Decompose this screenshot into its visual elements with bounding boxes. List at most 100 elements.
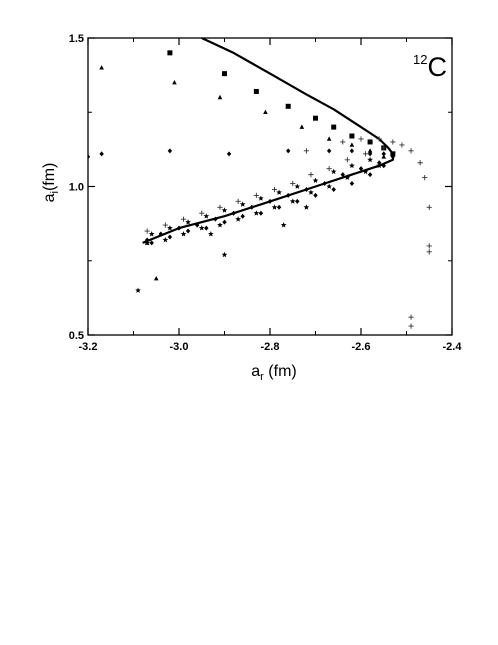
star-point: [180, 231, 187, 237]
star-point: [376, 162, 383, 169]
plus-point: [180, 216, 187, 222]
y-tick-label: 0.5: [69, 330, 84, 342]
diamond-point: [249, 204, 254, 210]
star-point: [312, 177, 319, 183]
x-tick-label: -3.2: [79, 341, 98, 353]
plus-point: [144, 228, 150, 234]
plus-point: [426, 204, 432, 210]
diamond-point: [176, 225, 182, 231]
diamond-point: [286, 192, 291, 198]
star-point: [330, 168, 337, 175]
points-layer: [88, 50, 432, 329]
y-tick-label: 1.0: [69, 182, 84, 194]
star-point: [239, 201, 246, 207]
diamond-point: [222, 219, 227, 225]
diamond-point: [99, 151, 104, 157]
triangle-point: [299, 124, 305, 129]
star-point: [303, 204, 310, 210]
diamond-point: [286, 148, 291, 154]
diamond-point: [367, 172, 373, 178]
plus-point: [199, 210, 205, 216]
diamond-point: [381, 151, 386, 157]
plus-point: [399, 142, 405, 148]
plus-point: [426, 249, 432, 255]
triangle-point: [217, 94, 223, 100]
star-point: [144, 239, 150, 246]
diamond-point: [340, 172, 345, 178]
x-tick-label: -2.6: [352, 341, 371, 353]
plus-point: [417, 160, 423, 166]
diamond-point: [226, 151, 232, 157]
plus-point: [271, 186, 278, 193]
star-point: [198, 225, 205, 231]
square-point: [167, 50, 173, 56]
square-point: [253, 88, 259, 94]
diamond-point: [326, 148, 332, 154]
star-point: [208, 231, 214, 237]
diamond-point: [195, 222, 200, 228]
star-point: [203, 213, 210, 219]
star-point: [221, 207, 228, 213]
star-point: [185, 219, 191, 225]
line-layer: [142, 38, 394, 244]
plus-point: [326, 166, 332, 172]
diamond-point: [390, 154, 396, 160]
star-point: [271, 204, 278, 210]
star-point: [344, 174, 351, 181]
plus-point: [217, 204, 223, 210]
plus-point: [308, 172, 314, 178]
labels-layer: -3.2 -3.0 -2.8 -2.6 -2.4 0.5 1.0 1.5 ar (fm) ai(f…: [41, 33, 462, 383]
diamond-point: [381, 163, 386, 169]
square-point: [285, 103, 291, 109]
star-point: [349, 162, 355, 169]
plus-point: [408, 148, 414, 154]
diamond-point: [258, 210, 264, 216]
plus-point: [376, 136, 382, 142]
diamond-point: [167, 234, 173, 240]
plot-frame: [87, 37, 453, 336]
x-tick-label: -2.8: [261, 341, 280, 353]
nucleus-annotation: 12C: [413, 52, 447, 82]
triangle-point: [263, 109, 268, 115]
diamond-point: [295, 198, 300, 204]
triangle-point: [172, 79, 177, 85]
plus-point: [422, 174, 428, 181]
star-point: [221, 251, 228, 258]
diamond-point: [204, 225, 209, 231]
diamond-point: [185, 228, 191, 234]
star-point: [280, 222, 287, 228]
star-point: [135, 287, 141, 293]
diamond-point: [231, 210, 236, 216]
diamond-point: [267, 198, 273, 204]
diamond-point: [358, 166, 364, 172]
star-point: [362, 168, 369, 175]
triangle-point: [349, 142, 355, 147]
plus-point: [358, 136, 364, 142]
y-tick-label: 1.5: [69, 33, 84, 45]
diamond-point: [213, 216, 218, 222]
plus-point: [253, 192, 259, 199]
x-axis-label: ar (fm): [251, 363, 296, 383]
star-point: [148, 231, 155, 237]
star-point: [258, 195, 264, 201]
star-point: [167, 225, 173, 231]
plus-point: [408, 314, 414, 320]
y-axis-label: ai(fm): [41, 163, 61, 203]
square-point: [313, 115, 318, 121]
star-point: [162, 236, 169, 243]
plus-point: [362, 151, 369, 157]
diamond-point: [304, 186, 309, 192]
square-point: [349, 133, 355, 139]
star-point: [289, 198, 296, 204]
plus-point: [235, 198, 241, 204]
square-point: [367, 139, 373, 145]
series-line: [142, 38, 394, 244]
square-point: [390, 151, 396, 157]
triangle-point: [99, 65, 104, 70]
star-point: [276, 189, 282, 195]
diamond-point: [240, 213, 245, 219]
plus-point: [344, 157, 350, 163]
plus-point: [340, 139, 346, 145]
x-tick-label: -2.4: [443, 341, 463, 353]
